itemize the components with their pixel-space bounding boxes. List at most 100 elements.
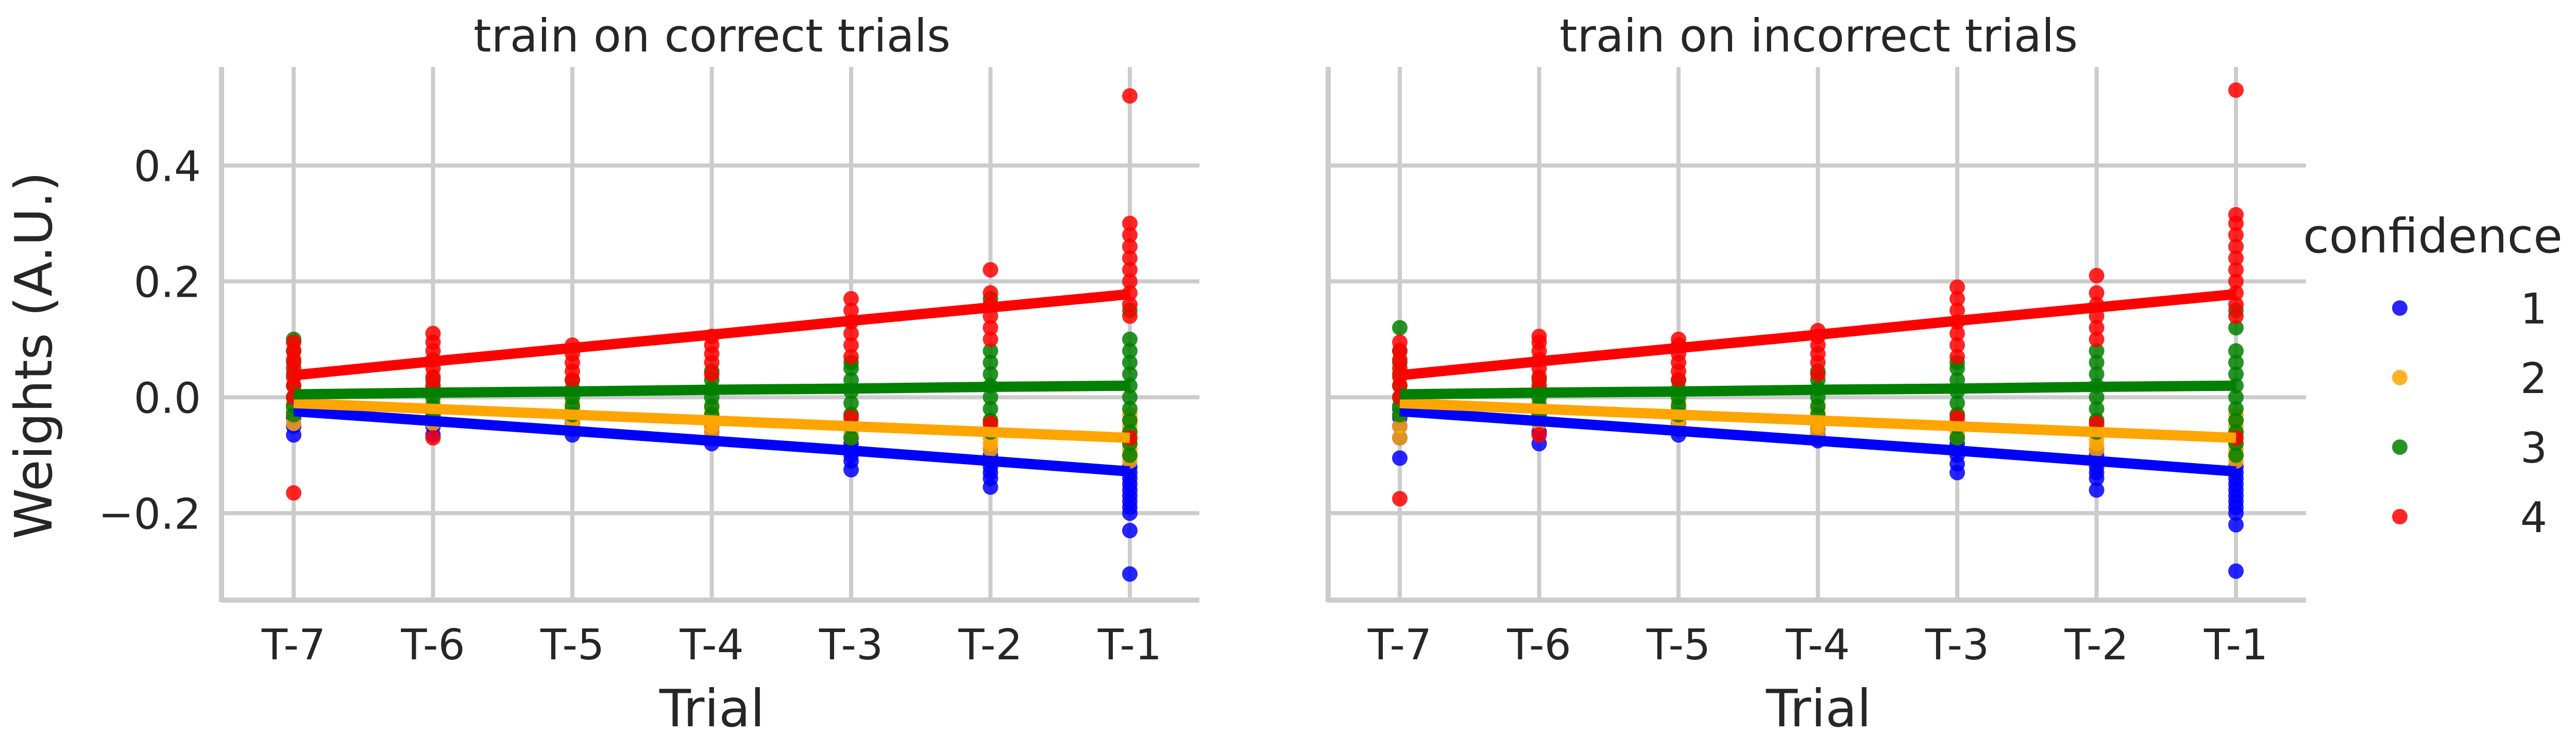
data-point xyxy=(2089,320,2105,336)
x-tick-label: T-1 xyxy=(2204,621,2268,670)
x-tick-label: T-6 xyxy=(1506,621,1571,670)
legend-label: 1 xyxy=(2520,285,2547,334)
data-point xyxy=(2228,447,2244,463)
panel-correct-trials: train on correct trials Trial −0.2 0.0 0.2… xyxy=(98,9,1199,739)
data-point xyxy=(2089,389,2105,405)
data-point xyxy=(843,349,859,365)
x-axis-label: Trial xyxy=(1766,678,1871,739)
data-point xyxy=(982,401,998,417)
legend-marker-3 xyxy=(2392,439,2408,455)
data-point xyxy=(1122,447,1138,463)
data-point xyxy=(1950,337,1965,353)
data-point xyxy=(843,302,859,318)
data-point xyxy=(1950,395,1965,411)
legend-label: 2 xyxy=(2520,354,2547,403)
data-point xyxy=(1122,343,1138,359)
data-point xyxy=(982,331,998,347)
data-point xyxy=(2089,482,2105,498)
data-point xyxy=(2089,285,2105,301)
data-point xyxy=(843,337,859,353)
data-point xyxy=(2089,354,2105,370)
data-point xyxy=(2228,297,2244,313)
legend: confidence 1 2 3 4 xyxy=(2303,209,2563,542)
data-point xyxy=(2228,207,2244,223)
data-point xyxy=(843,430,859,446)
legend-marker-4 xyxy=(2392,509,2408,524)
data-point xyxy=(1122,262,1138,278)
data-point xyxy=(2089,331,2105,347)
data-point xyxy=(2228,354,2244,370)
fit-line-3 xyxy=(1399,380,2236,400)
fit-line-2 xyxy=(1399,398,2236,443)
data-point xyxy=(1950,291,1965,306)
legend-marker-2 xyxy=(2392,370,2408,385)
fit-line-4 xyxy=(293,289,1130,381)
data-point xyxy=(425,430,441,446)
data-point xyxy=(2228,343,2244,359)
data-point xyxy=(1122,88,1138,104)
data-point xyxy=(2228,320,2244,336)
data-point xyxy=(1950,279,1965,295)
x-tick-label: T-3 xyxy=(819,621,883,670)
data-point xyxy=(1950,430,1965,446)
data-point xyxy=(1122,297,1138,313)
data-point xyxy=(1122,523,1138,538)
data-point xyxy=(2228,308,2244,324)
data-point xyxy=(982,262,998,278)
data-point xyxy=(1122,215,1138,231)
x-axis-label: Trial xyxy=(659,678,765,739)
x-tick-label: T-3 xyxy=(1925,621,1989,670)
data-point xyxy=(1122,227,1138,243)
data-point xyxy=(1531,427,1547,443)
x-tick-label: T-6 xyxy=(400,621,465,670)
data-point xyxy=(1122,274,1138,289)
y-tick-label: 0.2 xyxy=(134,258,201,307)
x-tick-label: T-4 xyxy=(1785,621,1850,670)
data-point xyxy=(2228,250,2244,266)
data-point xyxy=(1950,326,1965,342)
legend-label: 3 xyxy=(2520,424,2547,473)
data-point xyxy=(1392,491,1408,507)
data-point xyxy=(1392,418,1408,434)
x-tick-label: T-5 xyxy=(540,621,604,670)
data-point xyxy=(843,326,859,342)
data-point xyxy=(1122,413,1138,429)
x-tick-label: T-7 xyxy=(1367,621,1432,670)
data-point xyxy=(1950,349,1965,365)
data-point xyxy=(1122,354,1138,370)
data-point xyxy=(1122,250,1138,266)
fit-line-1 xyxy=(1399,406,2236,477)
data-point xyxy=(982,389,998,405)
data-point xyxy=(2228,366,2244,382)
x-tick-label: T-1 xyxy=(1097,621,1162,670)
fit-line-2 xyxy=(293,398,1130,443)
data-point xyxy=(2089,366,2105,382)
fit-line-1 xyxy=(293,406,1130,477)
legend-label: 4 xyxy=(2520,493,2547,542)
data-point xyxy=(2228,274,2244,289)
y-axis-label: Weights (A.U.) xyxy=(4,172,64,539)
data-point xyxy=(1392,334,1408,350)
data-point xyxy=(2228,262,2244,278)
data-point xyxy=(2228,227,2244,243)
data-point xyxy=(1122,366,1138,382)
data-point xyxy=(704,366,720,382)
data-point xyxy=(2089,343,2105,359)
data-point xyxy=(982,366,998,382)
data-point xyxy=(2089,401,2105,417)
data-point xyxy=(1122,389,1138,405)
data-point xyxy=(982,285,998,301)
data-point xyxy=(2228,401,2244,417)
data-point xyxy=(982,343,998,359)
data-point xyxy=(1392,450,1408,466)
data-point xyxy=(2228,238,2244,254)
data-point xyxy=(425,326,441,342)
data-point xyxy=(1392,320,1408,336)
data-point xyxy=(286,485,301,501)
legend-marker-1 xyxy=(2392,300,2408,316)
data-point xyxy=(843,291,859,306)
panel-incorrect-trials: train on incorrect trials Trial T-7 T-6 T-… xyxy=(1326,9,2306,739)
data-point xyxy=(286,334,301,350)
data-point xyxy=(2228,563,2244,579)
